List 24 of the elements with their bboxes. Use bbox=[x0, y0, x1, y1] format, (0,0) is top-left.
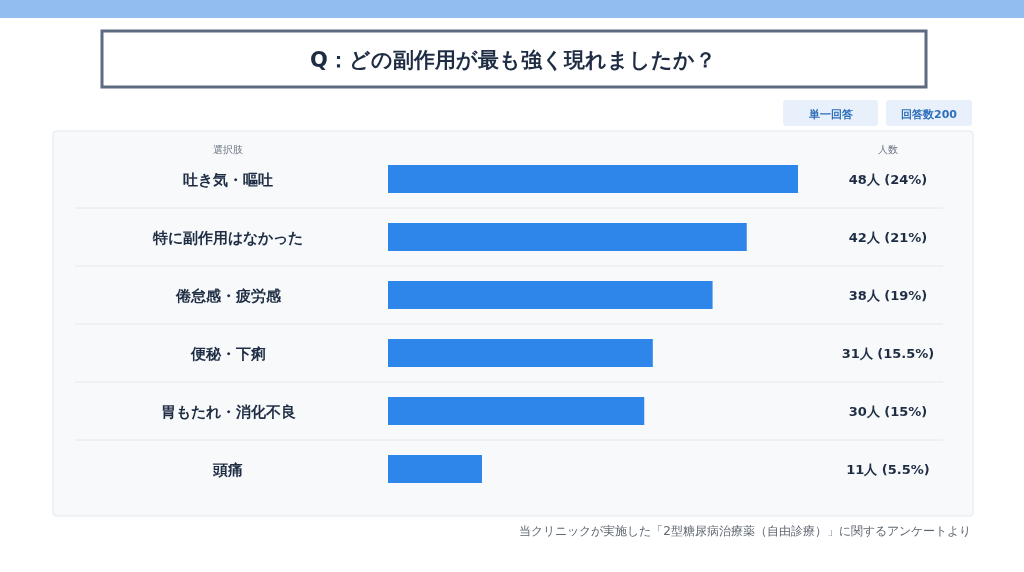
y-tick-label: 胃もたれ・消化不良 bbox=[160, 403, 296, 421]
bar bbox=[388, 339, 653, 367]
text: 単一回答 bbox=[807, 108, 854, 121]
y-tick-label: 特に副作用はなかった bbox=[152, 229, 303, 247]
chart-title: Q：どの副作用が最も強く現れましたか？ bbox=[310, 48, 716, 72]
y-tick-label: 倦怠感・疲労感 bbox=[174, 287, 282, 305]
data-label: 42人 (21%) bbox=[848, 230, 928, 245]
data-label: 48人 (24%) bbox=[848, 172, 928, 187]
y-tick-label: 吐き気・嘔吐 bbox=[183, 171, 273, 189]
text: 人数 bbox=[878, 144, 898, 155]
data-label: 38人 (19%) bbox=[848, 288, 928, 303]
data-label: 11人 (5.5%) bbox=[846, 462, 930, 477]
y-tick-label: 頭痛 bbox=[212, 461, 243, 479]
bar bbox=[388, 455, 482, 483]
bar bbox=[388, 397, 645, 425]
data-label: 31人 (15.5%) bbox=[841, 346, 935, 361]
text: 回答数200 bbox=[901, 108, 958, 121]
text: 当クリニックが実施した「2型糖尿病治療薬（自由診療）」に関するアンケートより bbox=[519, 524, 971, 538]
data-label: 30人 (15%) bbox=[848, 404, 928, 419]
bar bbox=[388, 223, 747, 251]
y-axis-title: 選択肢 bbox=[213, 144, 243, 155]
bar bbox=[388, 281, 713, 309]
y-tick-label: 便秘・下痢 bbox=[189, 345, 266, 363]
bar bbox=[388, 165, 798, 193]
